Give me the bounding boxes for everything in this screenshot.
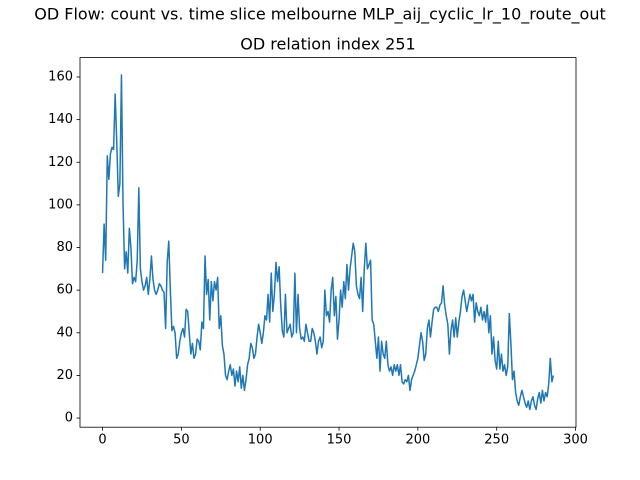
x-tick-label: 50 xyxy=(173,433,190,448)
data-line xyxy=(101,74,555,411)
y-tick-label: 80 xyxy=(56,240,73,255)
y-tick-label: 20 xyxy=(56,368,73,383)
x-tick-label: 250 xyxy=(484,433,509,448)
x-tick-label: 100 xyxy=(248,433,273,448)
y-tick-label: 100 xyxy=(48,197,73,212)
x-tick-label: 0 xyxy=(98,433,106,448)
y-tick-label: 140 xyxy=(48,112,73,127)
x-tick-label: 300 xyxy=(563,433,588,448)
y-tick-label: 0 xyxy=(65,411,73,426)
plot-frame xyxy=(79,57,577,428)
y-tick-label: 40 xyxy=(56,325,73,340)
y-tick-label: 160 xyxy=(48,69,73,84)
y-tick-label: 120 xyxy=(48,155,73,170)
y-tick-label: 60 xyxy=(56,283,73,298)
chart-suptitle: OD Flow: count vs. time slice melbourne … xyxy=(34,5,606,25)
x-tick-label: 200 xyxy=(405,433,430,448)
x-tick-label: 150 xyxy=(327,433,352,448)
chart-title: OD relation index 251 xyxy=(240,35,415,54)
